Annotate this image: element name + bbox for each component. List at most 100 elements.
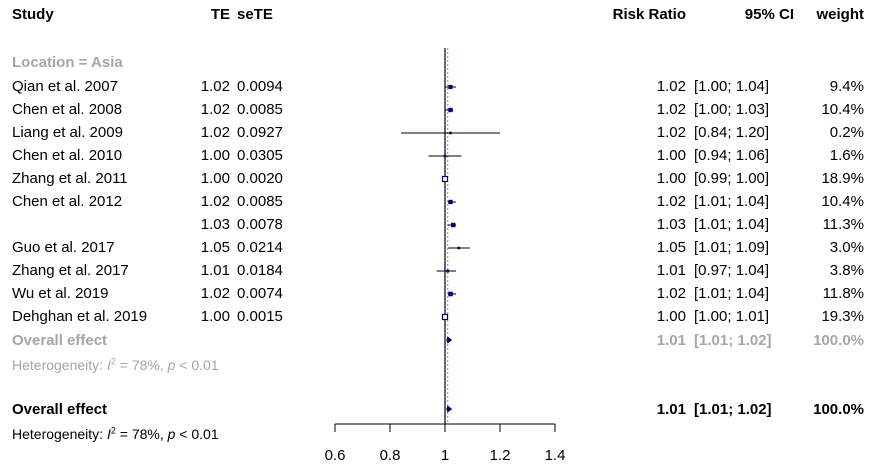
study-weight: 18.9% bbox=[821, 170, 864, 187]
subgroup-heterogeneity: Heterogeneity: I2 = 78%, p < 0.01 bbox=[12, 356, 219, 373]
study-marker bbox=[457, 246, 461, 250]
study-name: Chen et al. 2010 bbox=[12, 147, 123, 164]
subgroup-label: Location = Asia bbox=[12, 54, 123, 71]
study-weight: 11.8% bbox=[822, 285, 864, 302]
study-te: 1.05 bbox=[200, 239, 230, 256]
study-marker bbox=[449, 131, 452, 135]
study-name: Chen et al. 2008 bbox=[12, 101, 123, 118]
study-te: 1.02 bbox=[200, 285, 230, 302]
study-name: Zhang et al. 2011 bbox=[12, 170, 128, 187]
study-te: 1.00 bbox=[200, 147, 230, 164]
study-ci: [1.00; 1.04] bbox=[694, 78, 770, 95]
study-name: Dehghan et al. 2019 bbox=[12, 308, 148, 325]
study-marker bbox=[448, 291, 453, 297]
study-rr: 1.00 bbox=[656, 308, 686, 325]
overall-effect-weight: 100.0% bbox=[813, 401, 864, 418]
subgroup-diamond bbox=[446, 336, 453, 344]
overall-diamond bbox=[446, 405, 453, 413]
overall-effect-label: Overall effect bbox=[12, 401, 108, 418]
study-marker bbox=[443, 154, 447, 158]
study-name: Zhang et al. 2017 bbox=[12, 262, 129, 279]
study-sete: 0.0020 bbox=[237, 170, 283, 187]
study-rr: 1.02 bbox=[656, 101, 686, 118]
x-tick-label: 1 bbox=[441, 447, 449, 464]
header-weight: weight bbox=[816, 6, 865, 23]
study-rr: 1.02 bbox=[656, 285, 686, 302]
study-te: 1.02 bbox=[200, 193, 230, 210]
study-sete: 0.0214 bbox=[237, 239, 283, 256]
study-sete: 0.0078 bbox=[237, 216, 283, 233]
study-weight: 11.3% bbox=[822, 216, 864, 233]
study-weight: 3.8% bbox=[829, 262, 864, 279]
study-weight: 10.4% bbox=[821, 101, 864, 118]
subgroup-overall-weight: 100.0% bbox=[813, 332, 864, 349]
study-ci: [1.01; 1.04] bbox=[694, 285, 770, 302]
x-tick-label: 0.6 bbox=[325, 447, 346, 464]
study-marker bbox=[446, 269, 450, 273]
subgroup-overall-label: Overall effect bbox=[12, 332, 108, 349]
study-te: 1.00 bbox=[200, 170, 230, 187]
study-sete: 0.0085 bbox=[237, 101, 283, 118]
study-weight: 3.0% bbox=[829, 239, 864, 256]
study-te: 1.02 bbox=[200, 101, 230, 118]
study-rr: 1.00 bbox=[656, 170, 686, 187]
study-name: Liang et al. 2009 bbox=[12, 124, 123, 141]
study-rr: 1.03 bbox=[656, 216, 686, 233]
study-te: 1.02 bbox=[200, 78, 230, 95]
header-te: TE bbox=[210, 6, 230, 23]
study-sete: 0.0305 bbox=[237, 147, 283, 164]
study-rr: 1.02 bbox=[656, 193, 686, 210]
study-weight: 0.2% bbox=[829, 124, 864, 141]
study-rr: 1.02 bbox=[656, 124, 686, 141]
study-ci: [0.99; 1.00] bbox=[694, 170, 770, 187]
study-ci: [1.01; 1.09] bbox=[694, 239, 770, 256]
study-marker bbox=[441, 313, 449, 321]
subgroup-overall-ci: [1.01; 1.02] bbox=[694, 332, 772, 349]
study-sete: 0.0927 bbox=[237, 124, 283, 141]
x-tick-label: 1.4 bbox=[545, 447, 566, 464]
study-ci: [0.84; 1.20] bbox=[694, 124, 770, 141]
study-name: Qian et al. 2007 bbox=[12, 78, 118, 95]
study-ci: [1.01; 1.04] bbox=[694, 193, 770, 210]
study-sete: 0.0184 bbox=[237, 262, 283, 279]
study-te: 1.03 bbox=[200, 216, 230, 233]
header-ci: 95% CI bbox=[744, 6, 794, 23]
study-te: 1.01 bbox=[200, 262, 230, 279]
study-rr: 1.05 bbox=[656, 239, 686, 256]
study-weight: 9.4% bbox=[829, 78, 864, 95]
study-rr: 1.02 bbox=[656, 78, 686, 95]
study-ci: [1.01; 1.04] bbox=[694, 216, 770, 233]
study-name: Guo et al. 2017 bbox=[12, 239, 115, 256]
study-ci: [0.94; 1.06] bbox=[694, 147, 770, 164]
study-ci: [0.97; 1.04] bbox=[694, 262, 770, 279]
study-te: 1.00 bbox=[200, 308, 230, 325]
subgroup-overall-value: 1.01 bbox=[656, 332, 686, 349]
study-marker bbox=[441, 175, 449, 183]
x-tick-label: 1.2 bbox=[490, 447, 511, 464]
overall-effect-ci: [1.01; 1.02] bbox=[694, 401, 772, 418]
study-marker bbox=[448, 107, 453, 113]
study-sete: 0.0015 bbox=[237, 308, 283, 325]
header-risk-ratio: Risk Ratio bbox=[612, 6, 686, 23]
study-rr: 1.01 bbox=[656, 262, 686, 279]
study-rr: 1.00 bbox=[656, 147, 686, 164]
study-ci: [1.00; 1.03] bbox=[694, 101, 770, 118]
x-tick-label: 0.8 bbox=[380, 447, 401, 464]
study-name: Wu et al. 2019 bbox=[12, 285, 109, 302]
study-sete: 0.0094 bbox=[237, 78, 283, 95]
study-marker bbox=[448, 84, 453, 90]
study-ci: [1.00; 1.01] bbox=[694, 308, 770, 325]
overall-effect-value: 1.01 bbox=[656, 401, 686, 418]
study-weight: 1.6% bbox=[829, 147, 864, 164]
header-study: Study bbox=[12, 6, 54, 23]
study-te: 1.02 bbox=[200, 124, 230, 141]
study-weight: 10.4% bbox=[821, 193, 864, 210]
study-name: Chen et al. 2012 bbox=[12, 193, 123, 210]
study-weight: 19.3% bbox=[821, 308, 864, 325]
study-sete: 0.0074 bbox=[237, 285, 283, 302]
header-sete: seTE bbox=[237, 6, 273, 23]
study-marker bbox=[448, 199, 453, 205]
overall-heterogeneity: Heterogeneity: I2 = 78%, p < 0.01 bbox=[12, 425, 219, 442]
study-marker bbox=[451, 222, 456, 228]
